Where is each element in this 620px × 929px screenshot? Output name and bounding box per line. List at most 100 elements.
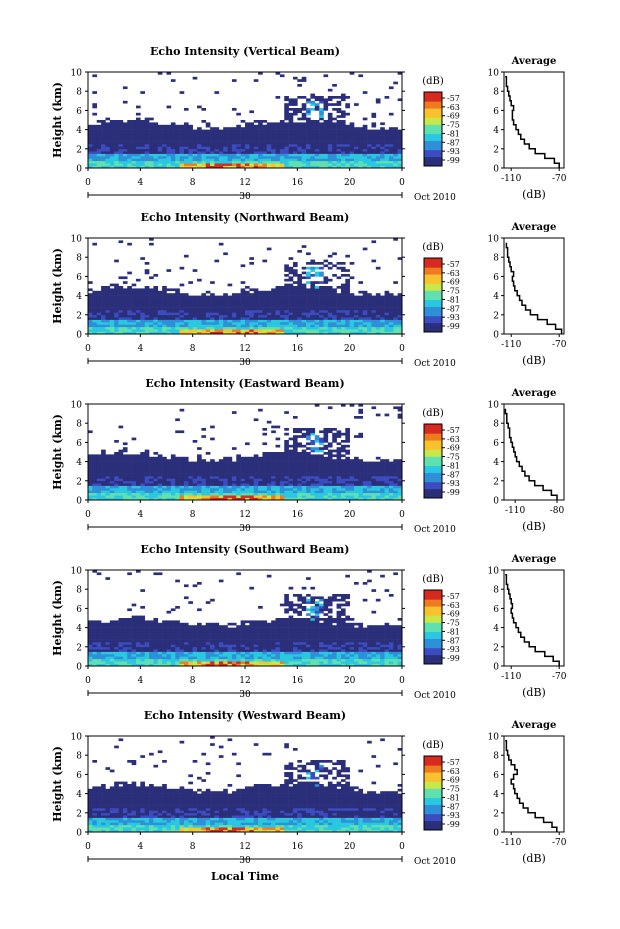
average-y-tick-label: 8 <box>493 88 499 98</box>
x-tick-label: 4 <box>137 178 143 188</box>
y-tick-label: 10 <box>71 733 83 743</box>
average-frame <box>503 71 565 169</box>
average-y-tick-label: 0 <box>493 829 499 839</box>
colorbar-tick-label: -63 <box>447 435 460 444</box>
y-axis-label: Height (km) <box>51 82 64 158</box>
colorbar-tick-label: -81 <box>447 461 460 470</box>
average-x-tick-label: -110 <box>501 174 521 184</box>
average-profile-line <box>505 76 560 168</box>
y-tick-label: 8 <box>76 586 82 596</box>
heatmap-cells <box>88 238 403 335</box>
average-title: Average <box>511 222 557 233</box>
heatmap-cells <box>88 72 403 169</box>
x-tick-label: 0 <box>85 676 91 686</box>
x-tick-label: 4 <box>137 676 143 686</box>
x-tick-label: 4 <box>137 842 143 852</box>
colorbar-tick-label: -57 <box>447 260 460 269</box>
average-x-tick-label: -80 <box>550 506 565 516</box>
y-tick-label: 4 <box>76 624 82 634</box>
date-label: Oct 2010 <box>414 359 456 369</box>
average-x-tick-label: -110 <box>501 672 521 682</box>
colorbar-tick-label: -75 <box>447 287 460 296</box>
average-title: Average <box>511 554 557 565</box>
average-y-tick-label: 6 <box>493 107 499 117</box>
average-title: Average <box>511 388 557 399</box>
x-tick-label: 20 <box>344 510 356 520</box>
y-tick-label: 2 <box>76 809 82 819</box>
colorbar-tick-label: -93 <box>447 147 460 156</box>
x-tick-label: 0 <box>399 178 405 188</box>
average-title: Average <box>511 56 557 67</box>
date-mark: 30 <box>239 690 251 700</box>
x-tick-label: 0 <box>399 676 405 686</box>
panel-3: Echo Intensity (Southward Beam) Height (k… <box>51 543 567 701</box>
colorbar: -57-63-69-75-81-87-93-99 <box>423 589 460 665</box>
average-x-tick-label: -70 <box>552 672 567 682</box>
average-x-tick-label: -110 <box>505 506 525 516</box>
chart-title: Echo Intensity (Eastward Beam) <box>145 377 344 390</box>
y-tick-label: 2 <box>76 477 82 487</box>
average-y-tick-label: 0 <box>493 331 499 341</box>
y-tick-label: 6 <box>76 273 82 283</box>
chart-title: Echo Intensity (Westward Beam) <box>144 709 346 722</box>
y-tick-label: 10 <box>71 567 83 577</box>
colorbar-tick-label: -63 <box>447 601 460 610</box>
average-profile-line <box>504 408 558 500</box>
average-x-label: (dB) <box>522 686 546 699</box>
average-y-tick-label: 4 <box>493 790 499 800</box>
y-tick-label: 6 <box>76 771 82 781</box>
average-y-tick-label: 2 <box>493 643 499 653</box>
colorbar-tick-label: -99 <box>447 488 460 497</box>
y-tick-label: 10 <box>71 235 83 245</box>
colorbar-tick-label: -81 <box>447 295 460 304</box>
colorbar-tick-label: -93 <box>447 479 460 488</box>
colorbar-tick-label: -81 <box>447 129 460 138</box>
colorbar-tick-label: -93 <box>447 811 460 820</box>
x-tick-label: 20 <box>344 676 356 686</box>
average-y-tick-label: 4 <box>493 126 499 136</box>
y-tick-label: 0 <box>76 829 82 839</box>
colorbar: -57-63-69-75-81-87-93-99 <box>423 257 460 333</box>
y-tick-label: 0 <box>76 331 82 341</box>
x-tick-label: 20 <box>344 178 356 188</box>
x-tick-label: 16 <box>292 178 304 188</box>
average-frame <box>503 237 565 335</box>
average-y-tick-label: 2 <box>493 145 499 155</box>
y-tick-label: 4 <box>76 790 82 800</box>
average-profile-line <box>505 242 563 334</box>
x-tick-label: 20 <box>344 842 356 852</box>
average-frame <box>503 735 565 833</box>
colorbar-tick-label: -87 <box>447 802 460 811</box>
average-y-tick-label: 0 <box>493 165 499 175</box>
colorbar-tick-label: -63 <box>447 767 460 776</box>
average-y-tick-label: 2 <box>493 477 499 487</box>
x-tick-label: 8 <box>190 510 196 520</box>
heatmap-cells <box>88 404 403 501</box>
x-tick-label: 12 <box>239 510 250 520</box>
panel-4: Echo Intensity (Westward Beam) Height (km… <box>51 709 567 867</box>
y-tick-label: 0 <box>76 165 82 175</box>
x-tick-label: 0 <box>399 842 405 852</box>
colorbar-unit: (dB) <box>422 76 444 87</box>
x-tick-label: 4 <box>137 344 143 354</box>
average-profile-line <box>505 574 560 666</box>
date-mark: 30 <box>239 192 251 202</box>
y-tick-label: 0 <box>76 663 82 673</box>
x-tick-label: 12 <box>239 842 250 852</box>
panel-1: Echo Intensity (Northward Beam) Height (k… <box>51 211 567 369</box>
average-y-tick-label: 2 <box>493 809 499 819</box>
date-label: Oct 2010 <box>414 857 456 867</box>
colorbar: -57-63-69-75-81-87-93-99 <box>423 91 460 167</box>
colorbar-tick-label: -57 <box>447 94 460 103</box>
average-title: Average <box>511 720 557 731</box>
colorbar-tick-label: -69 <box>447 776 460 785</box>
x-axis-label: Local Time <box>211 870 279 883</box>
date-mark: 30 <box>239 856 251 866</box>
y-tick-label: 8 <box>76 254 82 264</box>
average-y-tick-label: 6 <box>493 771 499 781</box>
x-tick-label: 8 <box>190 178 196 188</box>
colorbar-tick-label: -63 <box>447 269 460 278</box>
average-y-tick-label: 10 <box>488 567 500 577</box>
chart-title: Echo Intensity (Northward Beam) <box>141 211 350 224</box>
